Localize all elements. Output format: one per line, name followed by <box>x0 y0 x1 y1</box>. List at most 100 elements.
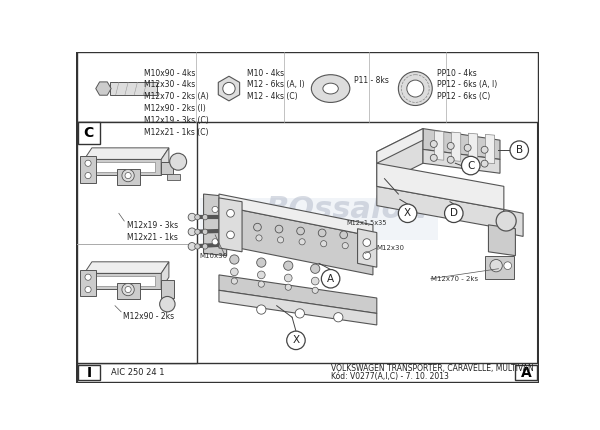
Text: M12x90 - 2ks: M12x90 - 2ks <box>122 312 174 321</box>
Circle shape <box>363 239 371 246</box>
Text: I: I <box>86 366 91 380</box>
Circle shape <box>287 331 305 350</box>
Circle shape <box>231 278 238 284</box>
Circle shape <box>447 157 454 163</box>
Text: M10x30: M10x30 <box>200 253 228 259</box>
Circle shape <box>510 141 529 160</box>
Circle shape <box>430 154 437 161</box>
Polygon shape <box>218 76 239 101</box>
Polygon shape <box>84 148 169 160</box>
Circle shape <box>202 215 208 220</box>
Circle shape <box>223 83 235 95</box>
Circle shape <box>257 258 266 267</box>
Polygon shape <box>219 290 377 325</box>
Circle shape <box>230 268 238 276</box>
Polygon shape <box>219 275 377 313</box>
Circle shape <box>257 271 265 279</box>
Circle shape <box>447 142 454 149</box>
Circle shape <box>188 213 196 221</box>
Circle shape <box>398 204 417 223</box>
Polygon shape <box>167 174 181 180</box>
Polygon shape <box>80 270 96 296</box>
Polygon shape <box>91 276 155 286</box>
Text: D: D <box>450 208 458 218</box>
Circle shape <box>254 223 262 231</box>
Text: Kód: V0277(A,I,C) - 7. 10. 2013: Kód: V0277(A,I,C) - 7. 10. 2013 <box>331 372 448 381</box>
Text: A: A <box>521 366 532 380</box>
Polygon shape <box>219 206 373 275</box>
Polygon shape <box>451 132 461 161</box>
Text: M12x19 - 3ks
M12x21 - 1ks: M12x19 - 3ks M12x21 - 1ks <box>127 221 178 242</box>
Circle shape <box>295 309 304 318</box>
Ellipse shape <box>311 75 350 102</box>
Circle shape <box>490 259 502 272</box>
Circle shape <box>312 287 318 293</box>
Text: M12x70 - 2ks: M12x70 - 2ks <box>431 276 478 282</box>
Text: C: C <box>467 160 475 171</box>
Text: bars: bars <box>300 216 336 234</box>
Polygon shape <box>377 129 423 186</box>
Text: B: B <box>515 145 523 155</box>
Circle shape <box>85 286 91 292</box>
Circle shape <box>342 243 349 249</box>
Polygon shape <box>116 169 140 185</box>
Circle shape <box>275 225 283 233</box>
Circle shape <box>340 231 347 239</box>
Text: VOLKSWAGEN TRANSPORTER, CARAVELLE, MULTIVAN: VOLKSWAGEN TRANSPORTER, CARAVELLE, MULTI… <box>331 364 533 373</box>
Text: P11 - 8ks: P11 - 8ks <box>353 77 389 86</box>
Circle shape <box>284 274 292 282</box>
Circle shape <box>464 144 471 151</box>
Circle shape <box>334 313 343 322</box>
Bar <box>77 52 538 122</box>
Circle shape <box>504 262 512 270</box>
Circle shape <box>322 270 340 288</box>
Ellipse shape <box>323 83 338 94</box>
Circle shape <box>318 229 326 237</box>
Circle shape <box>125 286 131 292</box>
Circle shape <box>320 241 327 247</box>
Circle shape <box>363 252 371 259</box>
Circle shape <box>311 264 320 273</box>
Polygon shape <box>469 133 478 163</box>
Text: A: A <box>327 274 334 284</box>
Text: X: X <box>292 335 299 345</box>
Circle shape <box>160 296 175 312</box>
Circle shape <box>464 158 471 165</box>
Circle shape <box>194 229 200 234</box>
Polygon shape <box>84 160 161 175</box>
Circle shape <box>481 160 488 167</box>
Bar <box>78 365 100 381</box>
Bar <box>77 363 538 382</box>
Polygon shape <box>488 225 515 256</box>
Polygon shape <box>377 129 423 163</box>
Bar <box>515 365 537 381</box>
Polygon shape <box>116 283 140 299</box>
Text: M12x30: M12x30 <box>377 245 405 251</box>
Circle shape <box>430 141 437 147</box>
Circle shape <box>170 153 187 170</box>
Bar <box>78 123 100 144</box>
Polygon shape <box>504 209 523 237</box>
Polygon shape <box>80 156 96 182</box>
Polygon shape <box>423 149 500 173</box>
Polygon shape <box>84 262 169 273</box>
Text: X: X <box>404 208 411 218</box>
Circle shape <box>258 281 265 287</box>
Circle shape <box>277 237 284 243</box>
Polygon shape <box>110 83 157 95</box>
Circle shape <box>227 209 235 217</box>
Polygon shape <box>84 273 161 289</box>
Text: M10x90 - 4ks
M12x30 - 4ks
M12x70 - 2ks (A)
M12x90 - 2ks (I)
M12x19 - 3ks (C)
M12: M10x90 - 4ks M12x30 - 4ks M12x70 - 2ks (… <box>144 68 209 137</box>
Circle shape <box>461 157 480 175</box>
Bar <box>200 198 439 240</box>
Circle shape <box>227 231 235 239</box>
Polygon shape <box>485 134 494 164</box>
Circle shape <box>284 261 293 270</box>
Polygon shape <box>203 194 227 256</box>
Polygon shape <box>219 194 373 237</box>
Circle shape <box>122 169 134 182</box>
Polygon shape <box>423 129 500 160</box>
Polygon shape <box>161 148 169 175</box>
Circle shape <box>85 172 91 178</box>
Circle shape <box>202 229 208 234</box>
